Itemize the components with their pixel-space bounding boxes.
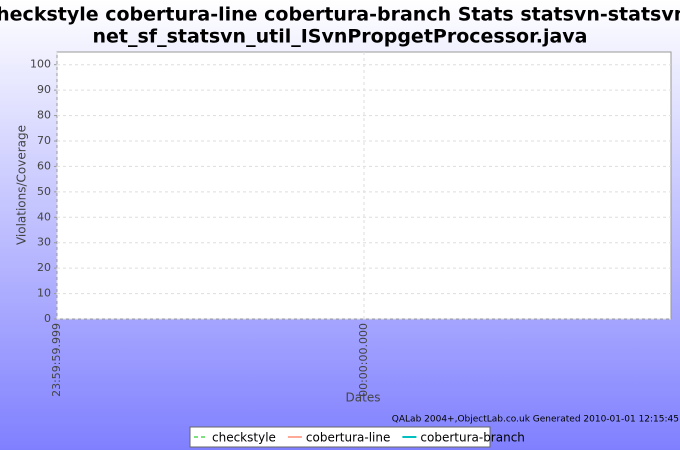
legend: [189, 426, 491, 448]
y-tick-label: 40: [37, 210, 51, 223]
x-tick-label: 00:00:00.000: [357, 323, 370, 397]
y-tick-label: 20: [37, 261, 51, 274]
y-tick-label: 0: [44, 312, 51, 325]
y-tick-label: 100: [30, 58, 51, 71]
y-tick-label: 50: [37, 185, 51, 198]
chart-title: checkstyle cobertura-line cobertura-bran…: [0, 4, 680, 26]
legend-label: checkstyle: [212, 431, 276, 445]
y-tick-label: 60: [37, 159, 51, 172]
x-axis-label: Dates: [346, 391, 381, 405]
y-tick-label: 80: [37, 109, 51, 122]
legend-label: cobertura-branch: [420, 431, 525, 445]
legend-label: cobertura-line: [306, 431, 390, 445]
x-tick-label: 23:59:59.999: [50, 323, 63, 397]
y-tick-label: 90: [37, 83, 51, 96]
y-tick-label: 70: [37, 134, 51, 147]
footer: QALab 2004+,ObjectLab.co.uk Generated 20…: [392, 415, 679, 425]
chart-title: net_sf_statsvn_util_ISvnPropgetProcessor…: [93, 26, 588, 48]
y-tick-label: 10: [37, 287, 51, 300]
y-axis-label: Violations/Coverage: [15, 125, 29, 245]
y-tick-label: 30: [37, 236, 51, 249]
